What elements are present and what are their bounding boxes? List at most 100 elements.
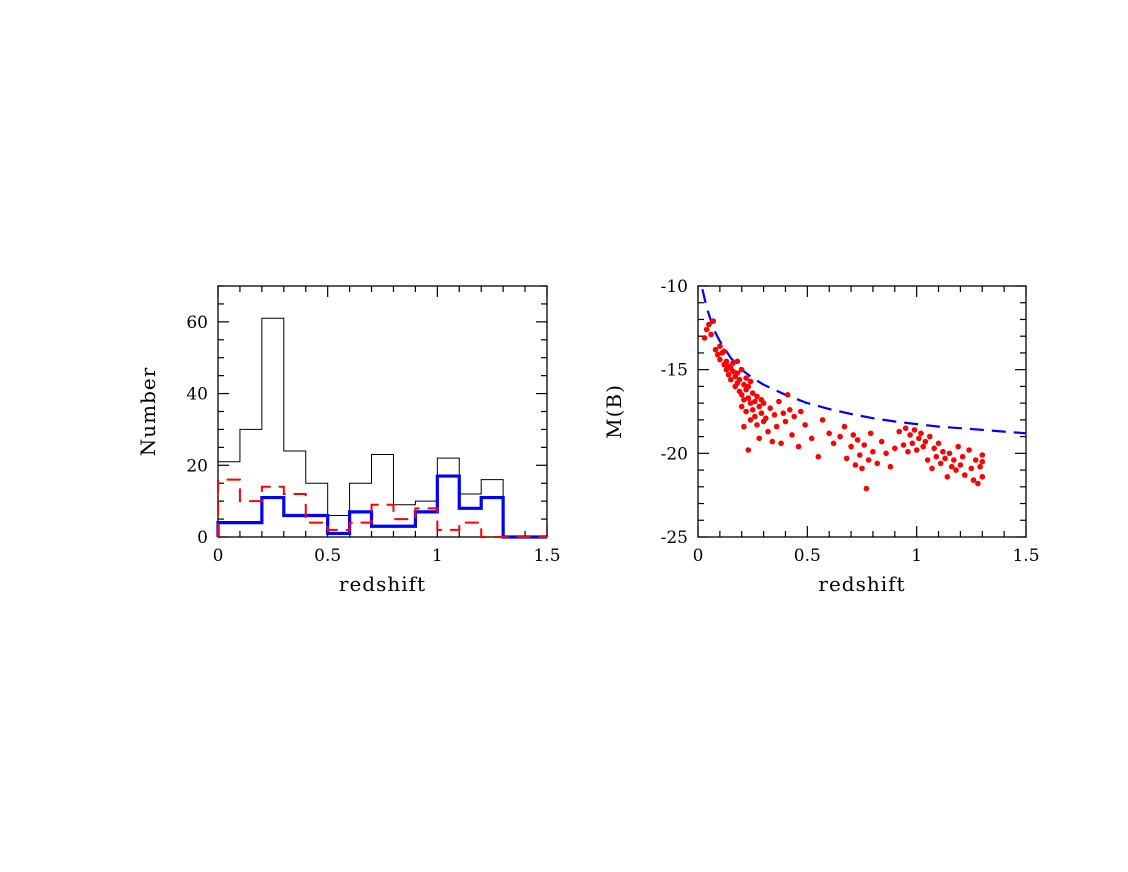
data-point — [979, 452, 986, 458]
data-point — [975, 480, 981, 487]
data-point — [752, 413, 758, 420]
data-point — [918, 430, 924, 437]
data-point — [741, 423, 747, 430]
y-tick-label: 20 — [186, 456, 208, 476]
data-point — [848, 443, 854, 450]
histogram-bin — [415, 512, 437, 537]
data-point — [920, 443, 926, 450]
y-axis-label: M(B) — [602, 384, 626, 439]
data-point — [738, 392, 745, 398]
y-axis-label: Number — [136, 367, 160, 457]
histogram-bin — [350, 512, 372, 537]
y-tick-label: -10 — [661, 277, 688, 297]
x-tick-label: 1 — [911, 546, 922, 566]
data-point — [808, 435, 815, 442]
histogram-bin — [437, 458, 459, 537]
data-point — [747, 417, 754, 423]
data-point — [710, 318, 717, 324]
histogram-series-thin-solid — [217, 317, 547, 538]
data-point — [870, 448, 876, 455]
x-tick-label: 1.5 — [1012, 546, 1039, 566]
data-point — [754, 422, 760, 428]
histogram-bin — [306, 483, 328, 537]
data-point — [979, 458, 986, 465]
data-point — [940, 448, 946, 455]
data-point — [944, 474, 951, 480]
histogram-bin — [284, 515, 306, 537]
data-point — [909, 440, 916, 447]
data-point — [927, 433, 933, 440]
data-point — [771, 412, 778, 418]
data-point — [972, 457, 979, 463]
histogram-bin — [240, 501, 262, 537]
data-point — [953, 467, 959, 473]
data-point — [738, 366, 745, 373]
data-point — [725, 371, 732, 378]
data-point — [907, 432, 913, 438]
data-point — [736, 376, 743, 383]
data-point — [760, 400, 767, 406]
data-point — [734, 370, 741, 376]
data-point — [743, 375, 749, 381]
data-point — [756, 435, 762, 442]
x-tick-label: 0 — [693, 546, 704, 566]
data-point — [913, 447, 920, 453]
data-point — [902, 425, 909, 432]
scatter-panel: 0 0.5 1 1.5 -25 -20 -15 -10 redshift M(B) — [602, 277, 1040, 596]
plot-frame — [217, 285, 548, 538]
data-point — [865, 457, 872, 463]
data-point — [723, 358, 730, 365]
histogram-bin — [393, 526, 415, 537]
data-point — [861, 442, 867, 448]
y-tick-label: 40 — [186, 385, 208, 405]
data-point — [966, 447, 972, 453]
data-point — [741, 397, 747, 403]
histogram-bin — [459, 494, 481, 537]
histogram-bin — [372, 455, 394, 537]
data-point — [892, 445, 898, 452]
data-point — [728, 376, 734, 383]
data-point — [795, 443, 802, 450]
x-axis-label: redshift — [339, 572, 426, 596]
data-point — [815, 453, 822, 460]
data-point — [977, 463, 983, 470]
histogram-bin — [240, 429, 262, 537]
data-point — [747, 378, 754, 385]
data-point — [863, 485, 870, 492]
histogram-bin — [306, 523, 328, 537]
data-point — [857, 452, 863, 458]
data-point — [850, 432, 857, 438]
data-point — [708, 331, 714, 338]
data-point — [743, 408, 749, 415]
histogram-bin — [481, 498, 503, 537]
data-point — [896, 428, 902, 435]
plot-frame — [697, 285, 1027, 538]
limit-curve — [701, 289, 1027, 435]
data-point — [784, 392, 791, 398]
data-point — [706, 321, 712, 328]
data-point — [773, 423, 780, 430]
data-point — [765, 428, 771, 435]
data-point — [962, 472, 968, 478]
data-point — [769, 438, 776, 445]
data-point — [937, 460, 944, 467]
data-point — [867, 430, 874, 437]
data-point — [887, 463, 894, 470]
histogram-bin — [262, 318, 284, 537]
data-point — [738, 403, 745, 410]
data-point — [717, 343, 723, 350]
data-point — [721, 348, 727, 355]
histogram-bin — [262, 498, 284, 537]
data-point — [780, 410, 787, 417]
data-point — [758, 410, 765, 417]
x-tick-label: 0 — [213, 546, 224, 566]
data-point — [933, 453, 940, 460]
y-tick-label: 0 — [197, 528, 208, 548]
histogram-bin — [393, 519, 415, 537]
histogram-bin — [306, 515, 328, 537]
x-tick-label: 0.5 — [794, 546, 821, 566]
data-point — [767, 405, 773, 412]
data-point — [712, 346, 719, 353]
histogram-panel: 0 0.5 1 1.5 0 20 40 60 redshift Number — [136, 285, 561, 596]
data-point — [701, 335, 708, 341]
